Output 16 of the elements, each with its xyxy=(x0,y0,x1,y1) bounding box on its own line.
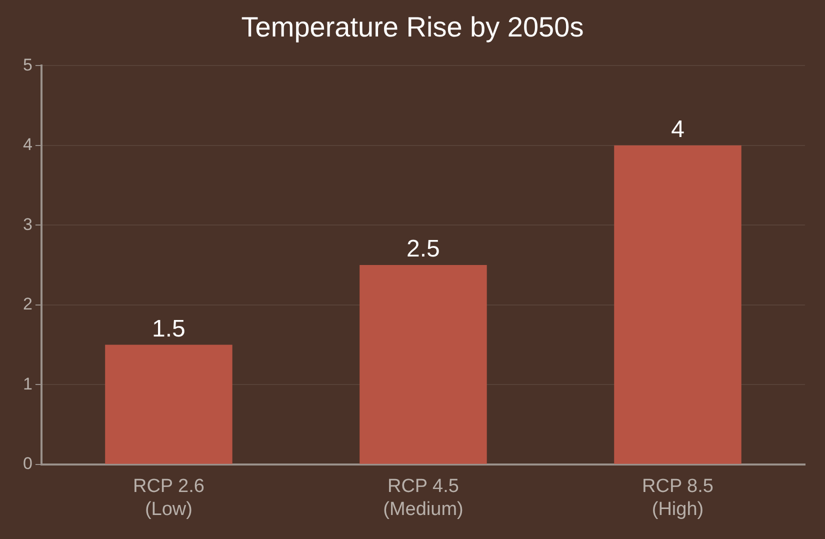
data-label: 4 xyxy=(671,116,684,143)
bar xyxy=(105,344,232,464)
x-tick-label: RCP 4.5 (Medium) xyxy=(383,476,464,520)
y-tick-label: 3 xyxy=(22,214,32,234)
chart-title: Temperature Rise by 2050s xyxy=(241,12,584,43)
x-tick-label: RCP 2.6 (Low) xyxy=(132,476,204,520)
y-tick-label: 5 xyxy=(22,55,32,74)
y-tick-label: 4 xyxy=(22,135,32,154)
data-label: 2.5 xyxy=(406,236,440,263)
x-tick-label: RCP 8.5 (High) xyxy=(642,476,714,520)
y-tick-label: 0 xyxy=(22,454,32,474)
bar xyxy=(360,265,487,464)
bar xyxy=(614,145,742,464)
y-tick-label: 2 xyxy=(22,294,32,314)
data-label: 1.5 xyxy=(152,315,186,342)
y-tick-label: 1 xyxy=(22,374,32,394)
